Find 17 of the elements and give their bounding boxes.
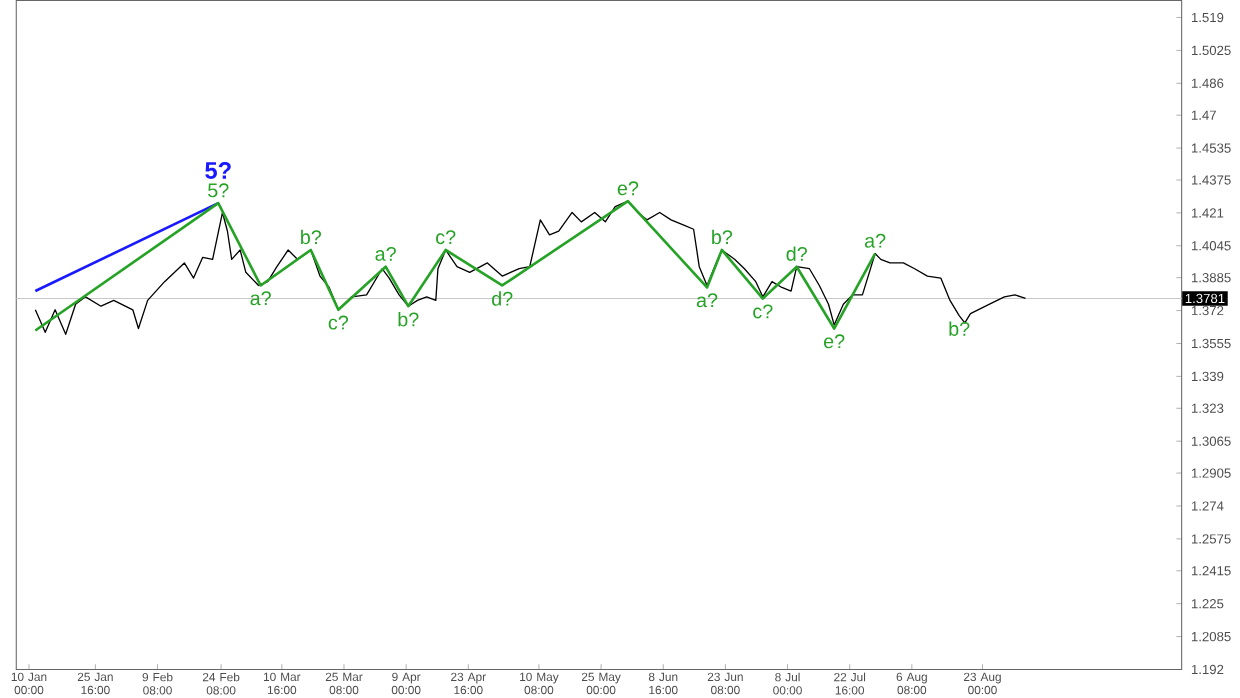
annotation: a? xyxy=(375,247,396,262)
annotation: b? xyxy=(301,230,322,245)
annotation: c? xyxy=(436,230,456,245)
annotation: b? xyxy=(398,312,419,327)
annotation: b? xyxy=(712,230,733,245)
annotation: c? xyxy=(328,315,349,330)
annotation: 5? xyxy=(208,183,229,198)
annotation: a? xyxy=(250,291,271,306)
annotation: a? xyxy=(864,234,886,249)
annotation: a? xyxy=(696,293,718,308)
annotation: d? xyxy=(786,246,807,262)
series-label: 5? xyxy=(205,162,231,180)
annotation: e? xyxy=(824,334,845,349)
annotation: c? xyxy=(753,304,773,319)
annotation: d? xyxy=(492,291,513,307)
annotation: e? xyxy=(617,181,639,196)
annotation: b? xyxy=(949,321,970,337)
